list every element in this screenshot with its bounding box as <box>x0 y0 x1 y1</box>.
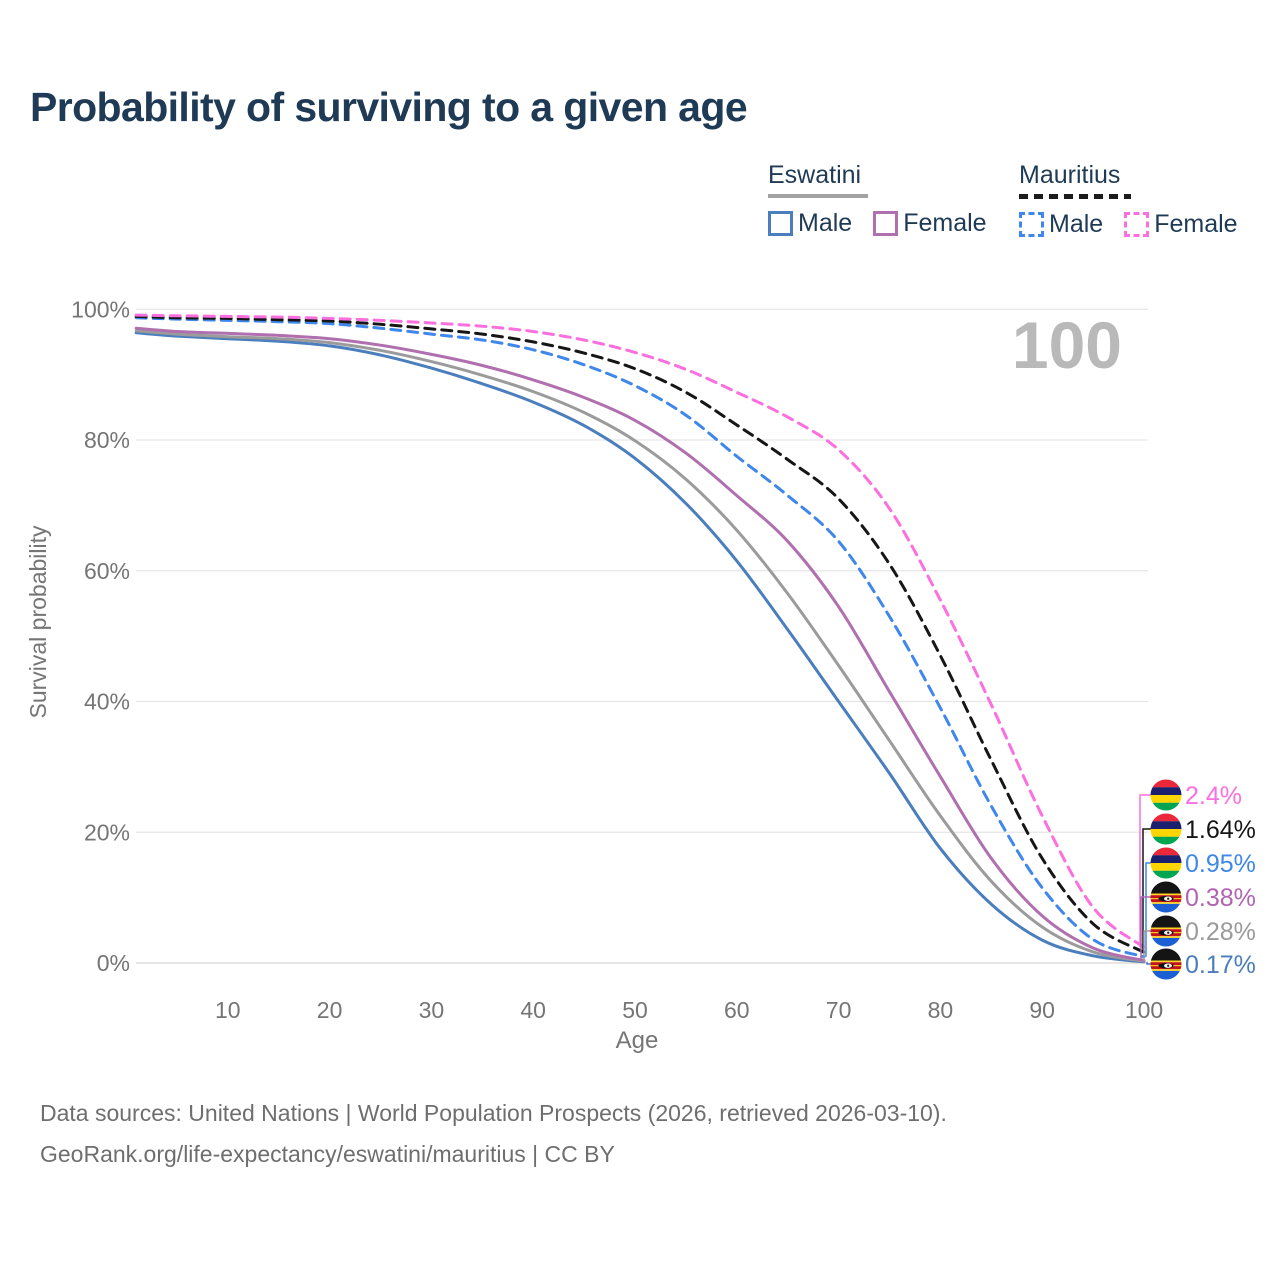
legend-item-eswatini-male[interactable]: Male <box>768 209 852 238</box>
eswatini-line-style-icon <box>768 194 868 198</box>
x-tick-label: 90 <box>1029 997 1055 1023</box>
y-tick-label: 40% <box>84 689 130 715</box>
end-value-label: 0.28% <box>1185 918 1256 946</box>
curve-eswatini-male[interactable] <box>134 331 1146 964</box>
legend-item-label: Male <box>798 209 853 237</box>
y-tick-label: 60% <box>84 558 130 584</box>
mauritius-line-style-icon <box>1019 194 1131 199</box>
legend-item-mauritius-female[interactable]: Female <box>1124 210 1238 239</box>
eswatini-flag-icon <box>1150 948 1182 980</box>
end-value-label: 0.95% <box>1185 850 1256 878</box>
mauritius-flag-icon <box>1150 779 1182 811</box>
mauritius-flag-icon <box>1150 813 1182 845</box>
age-hover-marker: 100 <box>1012 308 1122 382</box>
x-tick-label: 30 <box>419 997 445 1023</box>
end-value-label: 1.64% <box>1185 816 1256 844</box>
legend-mauritius-label: Mauritius <box>1019 161 1121 189</box>
x-tick-label: 50 <box>622 997 648 1023</box>
curve-mauritius-male[interactable] <box>134 316 1146 959</box>
leader-line <box>1140 896 1151 961</box>
curve-mauritius-both[interactable] <box>134 314 1146 954</box>
mauritius-flag-icon <box>1150 847 1182 879</box>
mauritius-female-swatch-icon <box>1124 212 1150 237</box>
legend-eswatini-label: Eswatini <box>768 161 862 189</box>
leader-line <box>1146 961 1151 965</box>
end-value-label: 0.38% <box>1185 884 1256 912</box>
leader-line <box>1143 930 1151 962</box>
y-tick-label: 0% <box>97 950 130 976</box>
legend-item-mauritius-male[interactable]: Male <box>1019 210 1103 239</box>
data-source-note: Data sources: United Nations | World Pop… <box>40 1093 947 1175</box>
y-tick-label: 80% <box>84 427 130 453</box>
leader-line <box>1142 828 1151 953</box>
source-line-1: Data sources: United Nations | World Pop… <box>40 1100 947 1126</box>
end-value-label: 2.4% <box>1185 782 1242 810</box>
x-tick-label: 10 <box>215 997 241 1023</box>
y-tick-label: 100% <box>71 296 130 322</box>
legend-item-label: Female <box>903 209 987 237</box>
leader-line <box>1139 794 1151 948</box>
eswatini-flag-icon <box>1150 915 1182 947</box>
x-tick-label: 100 <box>1125 997 1163 1023</box>
y-tick-label: 20% <box>84 819 130 845</box>
y-axis-title: Survival probability <box>25 525 51 719</box>
end-value-label: 0.17% <box>1185 951 1256 979</box>
source-line-2: GeoRank.org/life-expectancy/eswatini/mau… <box>40 1141 615 1167</box>
eswatini-flag-icon <box>1150 881 1182 913</box>
x-axis-title: Age <box>616 1027 659 1054</box>
legend-item-label: Male <box>1049 210 1104 238</box>
legend-group-mauritius: Mauritius Male Female <box>1019 161 1259 239</box>
legend-item-label: Female <box>1154 210 1238 238</box>
eswatini-male-swatch-icon <box>768 211 793 236</box>
eswatini-female-swatch-icon <box>873 211 899 236</box>
x-tick-label: 60 <box>724 997 750 1023</box>
x-tick-label: 80 <box>928 997 954 1023</box>
x-tick-label: 70 <box>826 997 852 1023</box>
leader-line <box>1145 862 1151 957</box>
x-tick-label: 40 <box>520 997 546 1023</box>
curve-eswatini-both[interactable] <box>134 329 1146 963</box>
page-title: Probability of surviving to a given age <box>30 84 748 130</box>
x-tick-label: 20 <box>317 997 343 1023</box>
legend-group-eswatini: Eswatini Male Female <box>768 161 1008 238</box>
legend-item-eswatini-female[interactable]: Female <box>873 209 987 238</box>
mauritius-male-swatch-icon <box>1019 212 1044 237</box>
curve-eswatini-female[interactable] <box>134 326 1146 962</box>
curve-mauritius-female[interactable] <box>134 313 1146 949</box>
